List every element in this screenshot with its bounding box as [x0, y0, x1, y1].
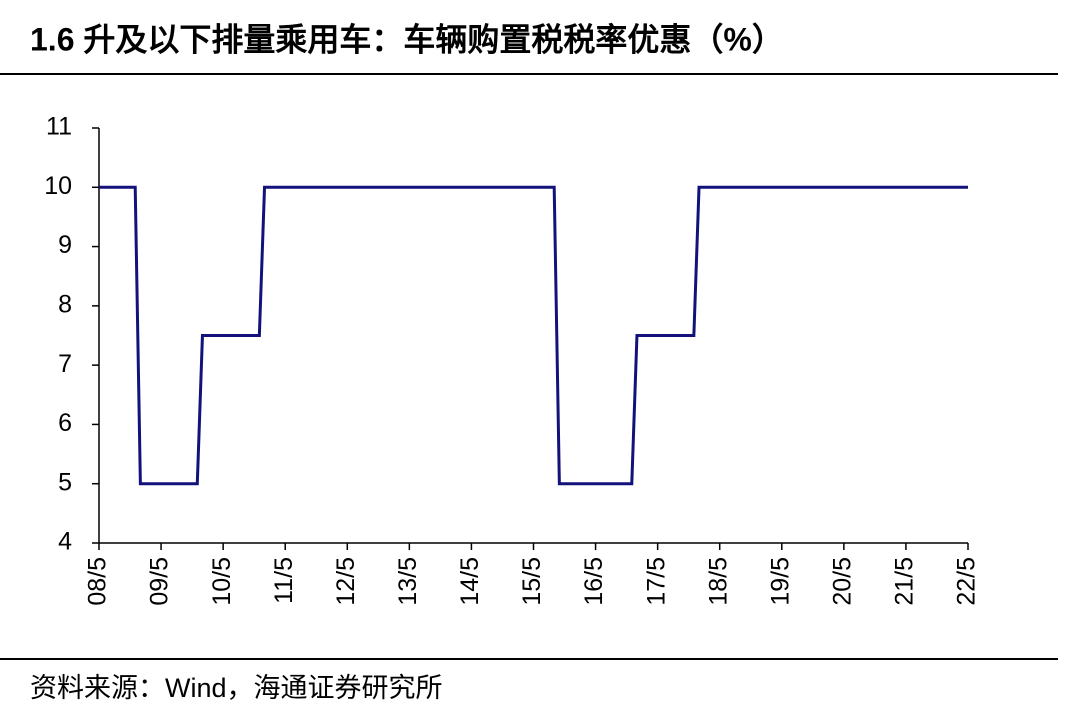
y-tick-label: 10 — [44, 172, 72, 200]
x-tick-label: 09/5 — [146, 557, 174, 606]
y-tick-label: 8 — [58, 290, 72, 318]
x-tick-label: 13/5 — [394, 557, 422, 606]
y-tick-label: 4 — [58, 528, 72, 556]
x-tick-label: 12/5 — [332, 557, 360, 606]
x-tick-label: 20/5 — [828, 557, 856, 606]
y-tick-label: 6 — [58, 409, 72, 437]
chart-title: 1.6 升及以下排量乘用车：车辆购置税税率优惠（%） — [30, 21, 784, 57]
line — [99, 185, 968, 486]
source: 资料来源：Wind，海通证券研究所 — [30, 673, 443, 703]
x-tick-label: 11/5 — [270, 557, 298, 604]
x-tick-label: 22/5 — [953, 557, 981, 606]
x-tick-label: 10/5 — [208, 557, 236, 606]
x-tick-label: 14/5 — [456, 557, 484, 606]
x-tick-label: 18/5 — [704, 557, 732, 606]
y-tick-label: 11 — [46, 113, 72, 141]
x-tick-label: 21/5 — [891, 557, 919, 606]
x-tick-label: 15/5 — [518, 557, 546, 606]
y-tick-label: 9 — [58, 231, 72, 259]
y-tick-label: 7 — [58, 350, 72, 378]
x-tick-label: 17/5 — [642, 557, 670, 606]
x-tick-label: 16/5 — [580, 557, 608, 606]
x-tick-label: 08/5 — [84, 557, 112, 606]
y-tick-label: 5 — [58, 468, 72, 496]
x-tick-label: 19/5 — [766, 557, 794, 606]
